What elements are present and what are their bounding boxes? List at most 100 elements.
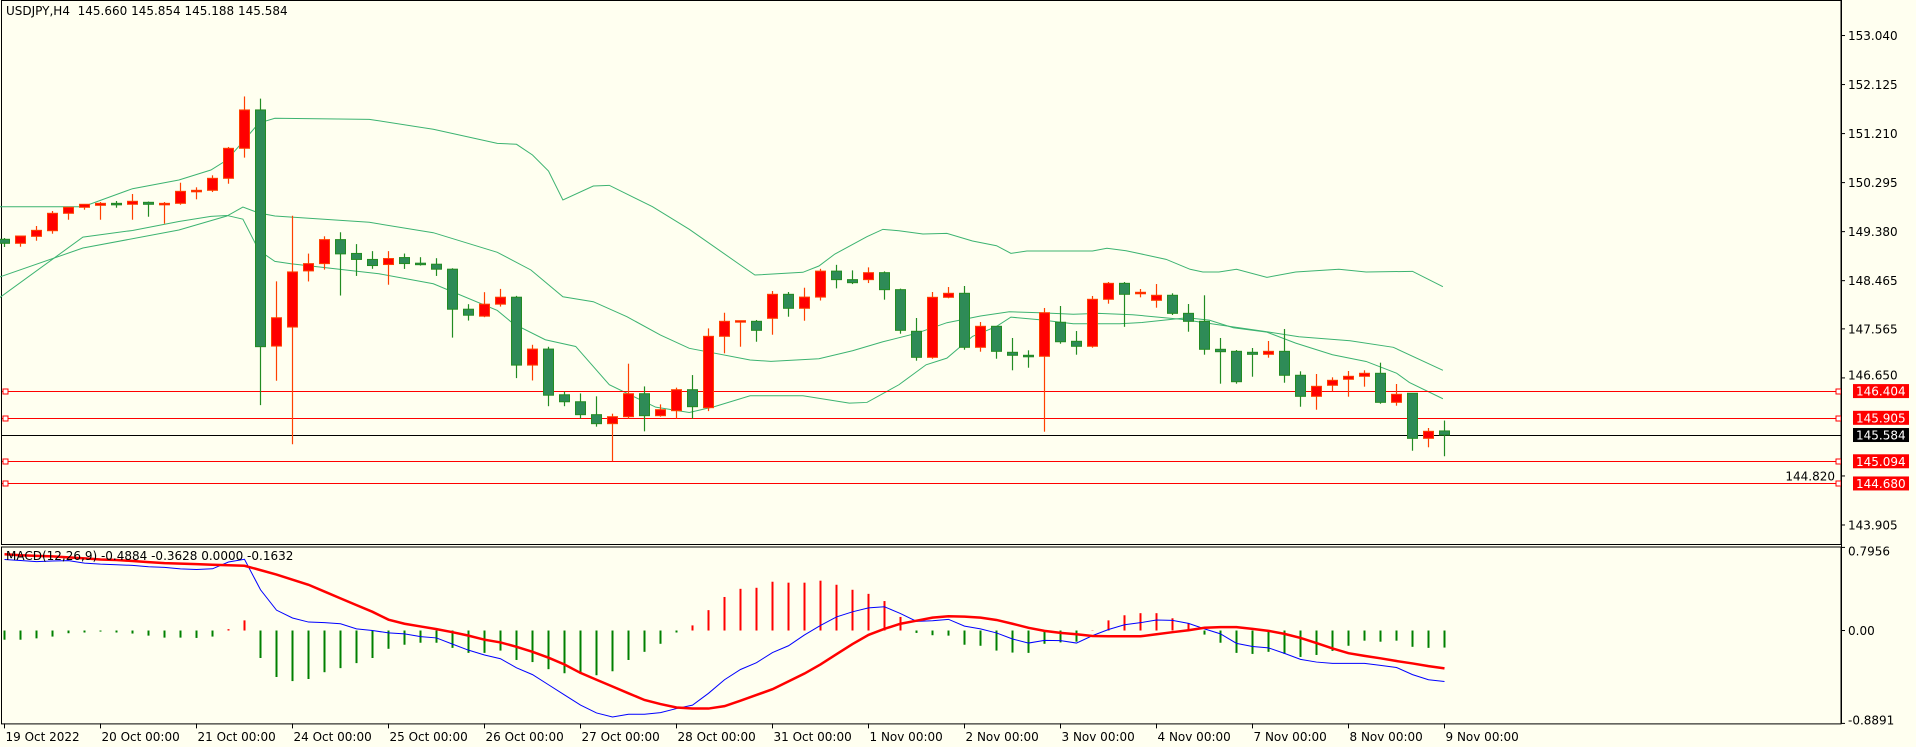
candle <box>639 386 650 432</box>
candle-body <box>1359 372 1370 377</box>
time-tick-label: 27 Oct 00:00 <box>582 730 660 744</box>
candle <box>959 286 970 350</box>
macd-values: -0.4884 -0.3628 0.0000 -0.1632 <box>100 549 294 563</box>
candle <box>591 396 602 427</box>
level-anchor-right <box>1835 388 1842 395</box>
level-price-label: 145.905 <box>1856 411 1906 425</box>
candle <box>335 232 346 296</box>
candle <box>671 387 682 419</box>
time-tick-label: 7 Nov 00:00 <box>1254 730 1327 744</box>
level-price-label-box <box>1853 384 1909 399</box>
level-anchor-right <box>1835 415 1842 422</box>
candle <box>111 201 122 208</box>
candle-body <box>943 292 954 298</box>
macd-panel <box>3 553 1446 718</box>
candle <box>463 304 474 321</box>
candle-body <box>703 335 714 409</box>
candle <box>143 201 154 217</box>
candle-body <box>639 393 650 417</box>
level-anchor-right <box>1835 458 1842 465</box>
candle <box>655 404 666 417</box>
candle-body <box>607 416 618 425</box>
candlesticks <box>0 96 1450 462</box>
candle-body <box>927 296 938 358</box>
candle-body <box>319 239 330 265</box>
candle-body <box>1135 291 1146 295</box>
candle-body <box>831 270 842 281</box>
candle-body <box>879 272 890 291</box>
horizontal-levels[interactable] <box>2 388 1842 487</box>
time-tick-label: 1 Nov 00:00 <box>870 730 943 744</box>
candle <box>303 253 314 282</box>
candle <box>0 238 10 248</box>
time-tick-label: 21 Oct 00:00 <box>198 730 276 744</box>
candle-body <box>239 109 250 149</box>
candle-body <box>655 409 666 417</box>
candle <box>1039 307 1050 432</box>
bid-price-label: 145.584 <box>1856 429 1906 443</box>
candle <box>1135 289 1146 298</box>
price-tick-label: 148.465 <box>1848 274 1898 288</box>
candle <box>751 319 762 342</box>
candle-body <box>191 189 202 193</box>
candle-body <box>575 401 586 416</box>
time-tick-label: 9 Nov 00:00 <box>1446 730 1519 744</box>
candle <box>799 287 810 321</box>
macd-tick-label: -0.8891 <box>1848 713 1894 727</box>
level-anchor-right <box>1835 480 1842 487</box>
candle-body <box>383 258 394 266</box>
candle-body <box>367 258 378 267</box>
candle <box>511 295 522 379</box>
candle <box>1231 349 1242 384</box>
candle <box>1439 420 1450 457</box>
price-tick-label: 146.650 <box>1848 369 1898 383</box>
candle <box>239 96 250 158</box>
candle <box>527 344 538 381</box>
time-tick-label: 31 Oct 00:00 <box>774 730 852 744</box>
candle <box>47 210 58 234</box>
candle <box>943 287 954 299</box>
candle-body <box>431 263 442 270</box>
candle-body <box>1423 430 1434 439</box>
candle <box>815 268 826 301</box>
candle-body <box>1087 298 1098 347</box>
candle-body <box>447 268 458 310</box>
candle <box>15 235 26 247</box>
candle-body <box>559 394 570 403</box>
candle <box>367 251 378 269</box>
candle <box>1295 371 1306 407</box>
candle-body <box>255 109 266 348</box>
candle <box>399 253 410 269</box>
candle-body <box>1103 282 1114 300</box>
candle-body <box>1007 351 1018 356</box>
candle <box>1247 348 1258 377</box>
level-anchor-left <box>2 480 9 487</box>
level-anchor-left <box>2 458 9 465</box>
candle-body <box>1343 375 1354 380</box>
candle <box>287 215 298 445</box>
candle <box>1343 370 1354 397</box>
level-price-label-box <box>1853 454 1909 469</box>
candle-body <box>783 293 794 309</box>
candle <box>1215 337 1226 384</box>
candle <box>351 244 362 276</box>
candle-body <box>735 320 746 323</box>
candle <box>1071 331 1082 355</box>
candle <box>31 226 42 241</box>
price-tick-label: 147.565 <box>1848 322 1898 336</box>
macd-header: MACD(12,26,9) -0.4884 -0.3628 0.0000 -0.… <box>6 549 293 563</box>
candle <box>431 258 442 276</box>
candle-body <box>1375 372 1386 403</box>
candle <box>607 413 618 462</box>
time-tick-label: 8 Nov 00:00 <box>1350 730 1423 744</box>
candle-body <box>1055 321 1066 343</box>
candle <box>447 268 458 338</box>
candle-body <box>1119 282 1130 295</box>
low-value: 145.188 <box>184 4 235 18</box>
candle-body <box>959 292 970 348</box>
candle <box>879 271 890 300</box>
candle-body <box>991 325 1002 352</box>
candle-body <box>511 296 522 366</box>
candle-body <box>479 303 490 317</box>
